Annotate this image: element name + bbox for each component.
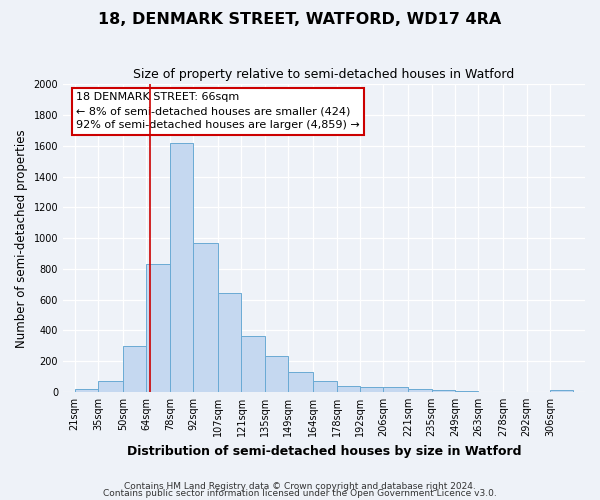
Bar: [265, 356, 288, 392]
Bar: [313, 381, 337, 392]
Bar: [288, 372, 313, 392]
Bar: [75, 389, 98, 392]
Bar: [146, 264, 170, 392]
Text: Contains public sector information licensed under the Open Government Licence v3: Contains public sector information licen…: [103, 489, 497, 498]
X-axis label: Distribution of semi-detached houses by size in Watford: Distribution of semi-detached houses by …: [127, 444, 521, 458]
Bar: [170, 143, 193, 392]
Bar: [431, 390, 455, 392]
Bar: [408, 389, 431, 392]
Text: 18, DENMARK STREET, WATFORD, WD17 4RA: 18, DENMARK STREET, WATFORD, WD17 4RA: [98, 12, 502, 28]
Bar: [455, 391, 478, 392]
Bar: [360, 386, 383, 392]
Y-axis label: Number of semi-detached properties: Number of semi-detached properties: [15, 129, 28, 348]
Bar: [241, 336, 265, 392]
Text: Contains HM Land Registry data © Crown copyright and database right 2024.: Contains HM Land Registry data © Crown c…: [124, 482, 476, 491]
Bar: [550, 390, 574, 392]
Bar: [383, 388, 408, 392]
Bar: [193, 243, 218, 392]
Title: Size of property relative to semi-detached houses in Watford: Size of property relative to semi-detach…: [133, 68, 515, 80]
Text: 18 DENMARK STREET: 66sqm
← 8% of semi-detached houses are smaller (424)
92% of s: 18 DENMARK STREET: 66sqm ← 8% of semi-de…: [76, 92, 360, 130]
Bar: [218, 293, 241, 392]
Bar: [123, 346, 146, 392]
Bar: [98, 381, 123, 392]
Bar: [337, 386, 360, 392]
